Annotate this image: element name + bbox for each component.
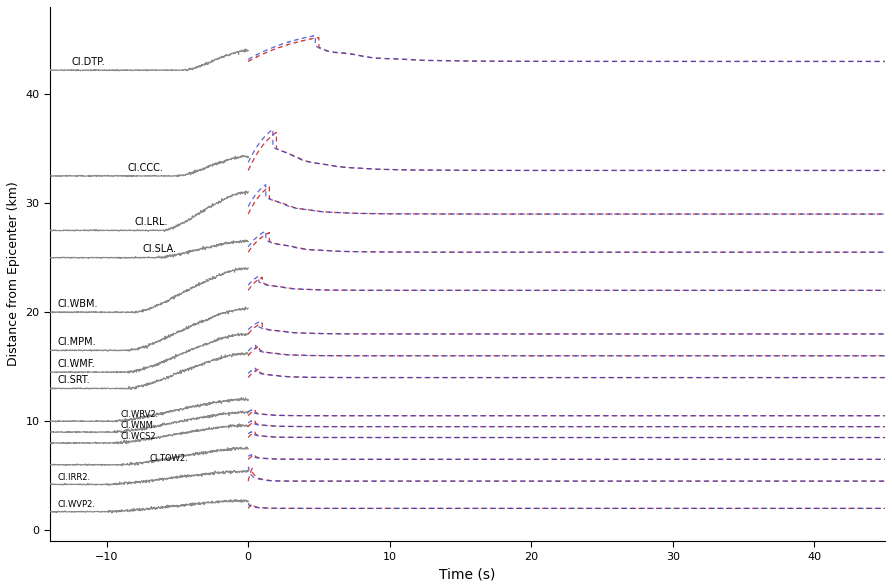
Text: CI.WMF.: CI.WMF. [57, 359, 95, 369]
X-axis label: Time (s): Time (s) [440, 567, 496, 581]
Text: CI.WCS2.: CI.WCS2. [120, 432, 159, 441]
Text: CI.TOW2.: CI.TOW2. [149, 453, 188, 463]
Text: CI.WNM.: CI.WNM. [120, 421, 156, 430]
Text: CI.CCC.: CI.CCC. [128, 163, 164, 173]
Text: CI.SLA.: CI.SLA. [142, 245, 176, 255]
Text: CI.MPM.: CI.MPM. [57, 337, 95, 347]
Text: CI.LRL.: CI.LRL. [135, 217, 169, 227]
Text: CI.DTP.: CI.DTP. [71, 57, 105, 67]
Text: CI.IRR2.: CI.IRR2. [57, 473, 90, 482]
Text: CI.SRT.: CI.SRT. [57, 375, 90, 385]
Text: CI.WBM.: CI.WBM. [57, 299, 97, 309]
Text: CI.WRV2.: CI.WRV2. [120, 410, 159, 419]
Text: CI.WVP2.: CI.WVP2. [57, 500, 95, 509]
Y-axis label: Distance from Epicenter (km): Distance from Epicenter (km) [7, 182, 20, 366]
